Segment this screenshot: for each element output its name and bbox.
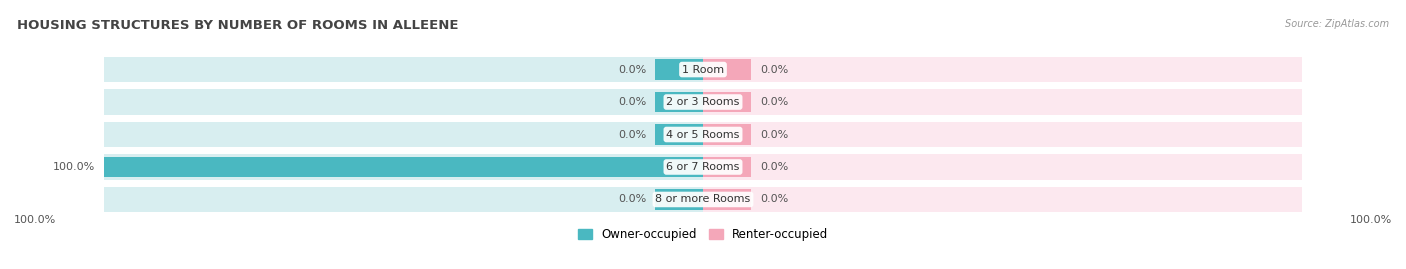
Text: 0.0%: 0.0% xyxy=(617,194,647,204)
Bar xyxy=(104,187,703,212)
Text: 0.0%: 0.0% xyxy=(759,129,789,140)
Text: 0.0%: 0.0% xyxy=(617,97,647,107)
Bar xyxy=(703,125,751,144)
Text: 100.0%: 100.0% xyxy=(1350,215,1392,225)
Text: 6 or 7 Rooms: 6 or 7 Rooms xyxy=(666,162,740,172)
Text: 100.0%: 100.0% xyxy=(52,162,96,172)
Bar xyxy=(703,57,1302,82)
Bar xyxy=(703,187,1302,212)
Text: 0.0%: 0.0% xyxy=(759,194,789,204)
Text: 0.0%: 0.0% xyxy=(759,65,789,75)
Bar xyxy=(703,154,1302,180)
Text: 100.0%: 100.0% xyxy=(14,215,56,225)
Legend: Owner-occupied, Renter-occupied: Owner-occupied, Renter-occupied xyxy=(572,223,834,246)
Text: 0.0%: 0.0% xyxy=(759,97,789,107)
Bar xyxy=(104,89,703,115)
Bar xyxy=(703,92,751,112)
Bar xyxy=(104,157,703,177)
Bar xyxy=(655,92,703,112)
Bar xyxy=(655,189,703,210)
Bar xyxy=(104,57,703,82)
Bar xyxy=(104,154,703,180)
Text: 0.0%: 0.0% xyxy=(617,129,647,140)
Text: 2 or 3 Rooms: 2 or 3 Rooms xyxy=(666,97,740,107)
Text: 0.0%: 0.0% xyxy=(617,65,647,75)
Bar xyxy=(703,122,1302,147)
Text: 8 or more Rooms: 8 or more Rooms xyxy=(655,194,751,204)
Bar xyxy=(703,157,751,177)
Bar xyxy=(703,189,751,210)
Text: 0.0%: 0.0% xyxy=(759,162,789,172)
Text: HOUSING STRUCTURES BY NUMBER OF ROOMS IN ALLEENE: HOUSING STRUCTURES BY NUMBER OF ROOMS IN… xyxy=(17,19,458,32)
Bar xyxy=(104,122,703,147)
Bar xyxy=(655,125,703,144)
Bar xyxy=(655,59,703,80)
Text: 4 or 5 Rooms: 4 or 5 Rooms xyxy=(666,129,740,140)
Text: Source: ZipAtlas.com: Source: ZipAtlas.com xyxy=(1285,19,1389,29)
Bar xyxy=(703,59,751,80)
Bar xyxy=(703,89,1302,115)
Text: 1 Room: 1 Room xyxy=(682,65,724,75)
